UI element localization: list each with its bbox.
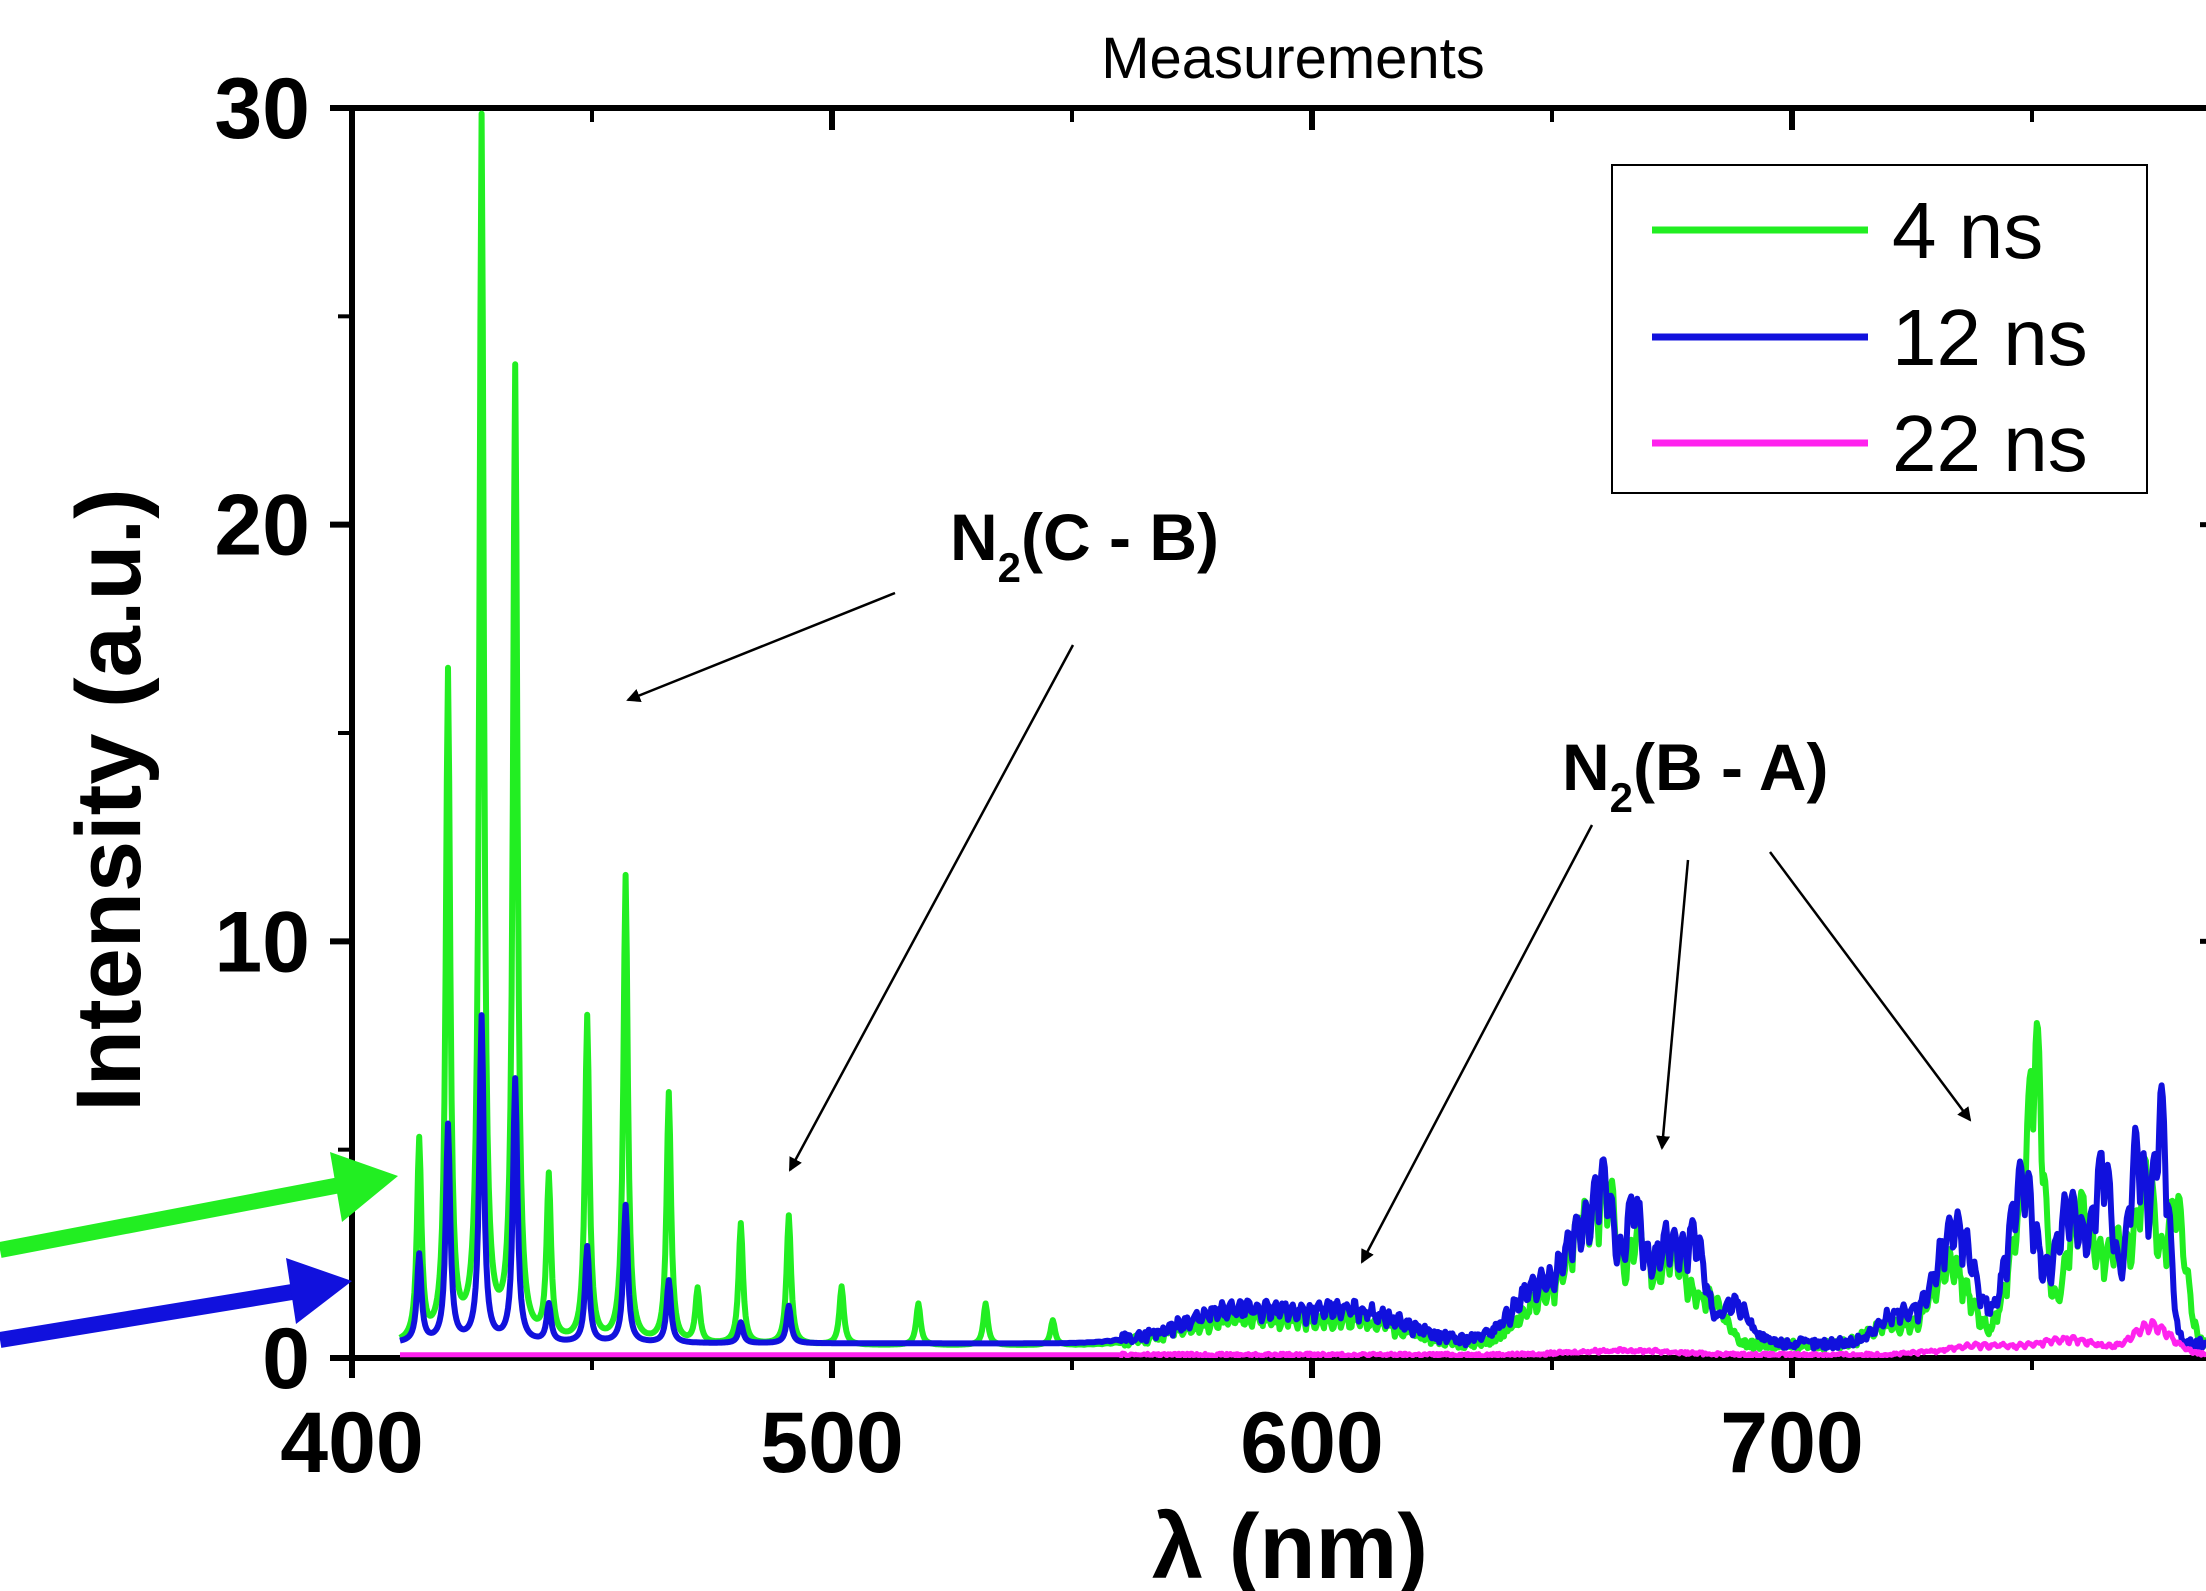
annotation-arrow-b-a-1: [1360, 824, 1594, 1264]
legend: 4 ns 12 ns 22 ns: [1611, 164, 2148, 494]
legend-box: [1611, 164, 2148, 494]
annotation-n2-b-a-suffix: (B - A): [1633, 730, 1829, 804]
annotation-n2-b-a-label: N: [1562, 730, 1610, 804]
y-tick-label: 0: [262, 1311, 310, 1407]
series-line-22ns: [398, 1318, 2206, 1358]
green-pointer-arrowhead: [330, 1152, 398, 1222]
annotation-arrow-b-a-2: [1656, 859, 1690, 1150]
blue-pointer-arrow: [0, 1284, 294, 1348]
x-tick-label: 500: [760, 1395, 904, 1491]
annotation-arrow-c-b-2: [788, 644, 1075, 1172]
blue-pointer-arrowhead: [286, 1258, 352, 1324]
series-line-12ns: [398, 1012, 2206, 1352]
x-tick-label: 700: [1720, 1395, 1864, 1491]
annotation-n2-b-a-subscript: 2: [1610, 774, 1633, 821]
legend-label-22ns: 22 ns: [1892, 399, 2088, 488]
annotation-n2-c-b: N2(C - B): [950, 500, 1219, 591]
x-tick-label: 400: [280, 1395, 424, 1491]
annotation-n2-c-b-suffix: (C - B): [1021, 500, 1219, 574]
annotation-arrow-c-b-1: [626, 591, 896, 703]
annotation-n2-c-b-label: N: [950, 500, 998, 574]
y-tick-label: 30: [214, 61, 310, 157]
annotation-n2-b-a: N2(B - A): [1562, 730, 1829, 821]
axis-tick-labels: 400 500 600 700 0 10 20 30: [214, 61, 1863, 1491]
y-tick-label: 20: [214, 478, 310, 574]
y-axis-label: Intensity (a.u.): [58, 488, 160, 1112]
x-tick-label: 600: [1240, 1395, 1384, 1491]
y-tick-label: 10: [214, 894, 310, 990]
legend-label-12ns: 12 ns: [1892, 293, 2088, 382]
annotation-n2-c-b-subscript: 2: [998, 544, 1021, 591]
annotation-arrow-b-a-3: [1768, 851, 1972, 1122]
x-axis-label: λ (nm): [1152, 1496, 1428, 1591]
chart-title: Measurements: [1101, 26, 1485, 91]
series-layer: [398, 110, 2206, 1358]
axis-ticks: [330, 105, 2206, 1378]
green-pointer-arrow: [0, 1177, 342, 1258]
legend-label-4ns: 4 ns: [1892, 186, 2043, 275]
